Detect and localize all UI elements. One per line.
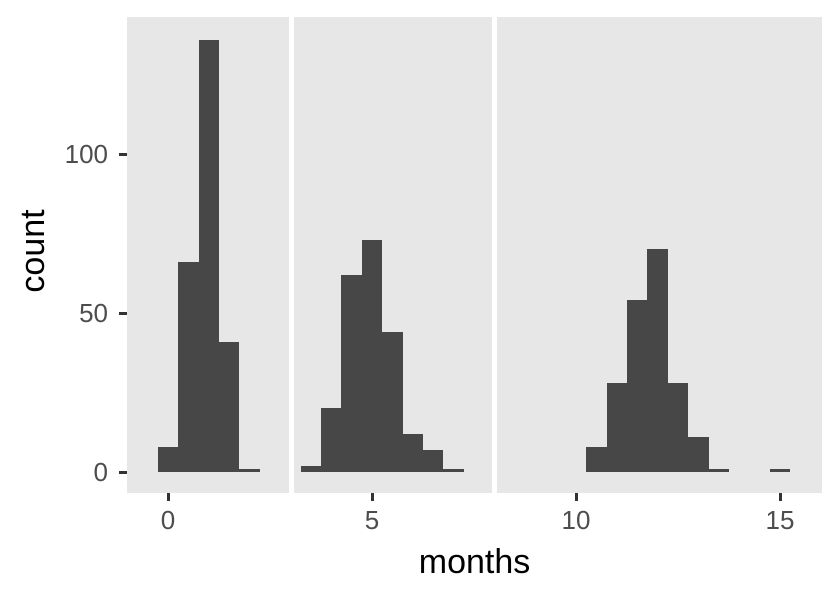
- histogram-bar: [647, 249, 668, 472]
- histogram-bar: [688, 437, 709, 472]
- histogram-bar: [382, 332, 403, 472]
- histogram-bar: [239, 468, 260, 472]
- histogram-bar: [667, 382, 689, 472]
- histogram-bar: [708, 468, 729, 472]
- x-tick-label: 10: [561, 505, 591, 535]
- y-tick-label: 100: [64, 139, 108, 169]
- histogram-bar: [198, 39, 219, 472]
- y-tick-label: 50: [79, 298, 108, 328]
- facet-panel-2: [294, 17, 492, 493]
- facet-panel-3: [496, 17, 823, 493]
- histogram-bar: [361, 239, 383, 472]
- histogram-bar: [606, 382, 627, 472]
- x-tick-mark: [370, 493, 374, 501]
- histogram-bar: [341, 274, 362, 472]
- x-tick-label: 0: [160, 505, 176, 535]
- x-tick-mark: [166, 493, 170, 501]
- histogram-bar: [626, 300, 648, 472]
- facet-panel-1: [127, 17, 290, 493]
- histogram-bar: [402, 433, 423, 472]
- x-axis-title: months: [418, 543, 531, 581]
- histogram-bar: [157, 446, 179, 472]
- y-tick-mark: [119, 470, 127, 474]
- y-tick-mark: [119, 311, 127, 315]
- histogram-bar: [218, 341, 240, 472]
- histogram-bar: [178, 262, 199, 472]
- x-tick-label: 15: [765, 505, 795, 535]
- histogram-bar: [300, 465, 321, 472]
- histogram-bar: [443, 468, 464, 472]
- histogram-bar: [422, 449, 444, 472]
- y-tick-label: 0: [93, 457, 108, 487]
- histogram-bar: [586, 446, 607, 472]
- histogram-bar: [320, 408, 342, 472]
- x-tick-mark: [574, 493, 578, 501]
- y-tick-mark: [119, 152, 127, 156]
- x-tick-mark: [778, 493, 782, 501]
- x-tick-label: 5: [364, 505, 380, 535]
- histogram-bar: [769, 468, 791, 472]
